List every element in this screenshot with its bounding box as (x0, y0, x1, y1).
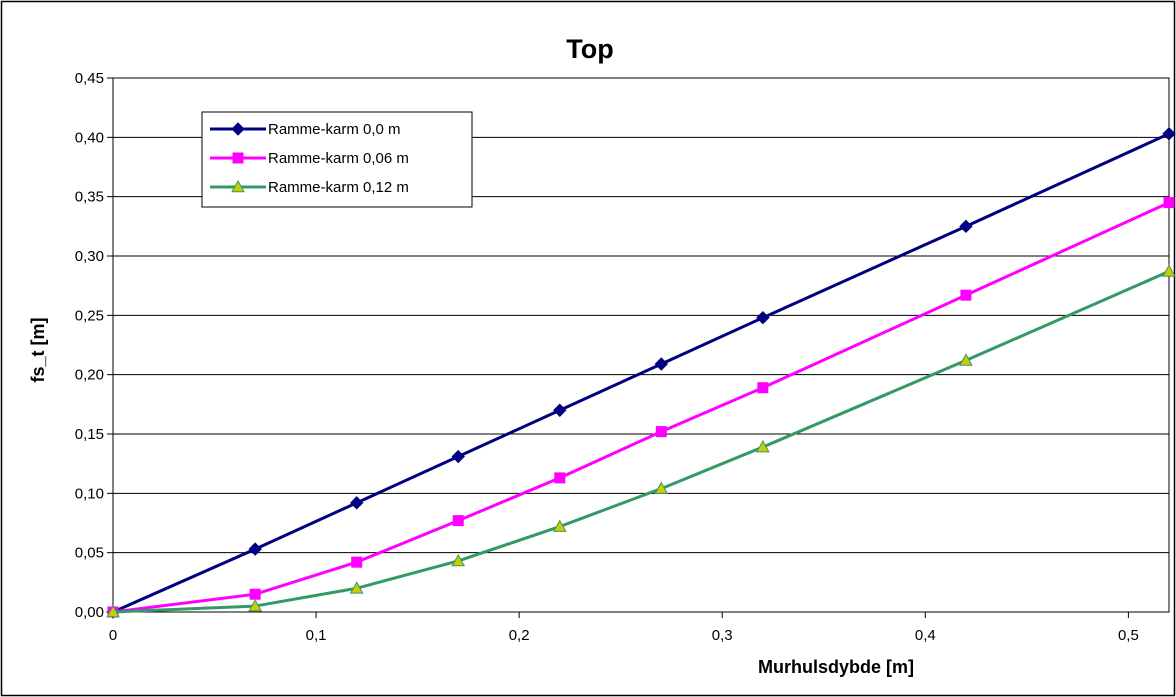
series-1 (106, 127, 1176, 619)
y-tick-label: 0,30 (75, 248, 104, 265)
data-point-triangle (451, 553, 466, 567)
data-point-square (655, 426, 667, 438)
data-point-diamond (1162, 127, 1176, 141)
y-axis: 0,00 0,05 0,10 0,15 0,20 0,25 0,30 0,35 0,40 0,45 (75, 70, 113, 621)
data-point-triangle (959, 353, 973, 366)
data-point-square (960, 289, 972, 301)
data-point-triangle (552, 519, 567, 532)
data-point-triangle (654, 481, 669, 494)
data-point-triangle (106, 604, 120, 618)
legend-label: Ramme-karm 0,06 m (268, 150, 409, 167)
x-tick-label: 0,1 (306, 627, 327, 644)
data-point-square (232, 152, 244, 164)
data-point-diamond (231, 122, 245, 136)
data-point-diamond (959, 219, 973, 234)
data-point-triangle (755, 440, 770, 453)
data-point-square (554, 472, 566, 484)
data-point-diamond (654, 357, 669, 371)
x-tick-label: 0 (109, 627, 117, 644)
chart-title: Top (566, 34, 613, 64)
plot-area (112, 77, 1170, 613)
data-point-square (757, 382, 769, 394)
y-tick-label: 0,35 (75, 189, 104, 206)
data-point-square (249, 588, 261, 600)
y-tick-label: 0,00 (75, 604, 104, 621)
y-tick-label: 0,40 (75, 129, 104, 146)
data-point-diamond (553, 403, 567, 417)
series-layer (106, 127, 1176, 619)
data-point-triangle (349, 581, 364, 594)
data-point-diamond (248, 542, 262, 556)
y-axis-title: fs_t [m] (28, 317, 48, 382)
y-tick-label: 0,10 (75, 485, 104, 502)
y-tick-label: 0,45 (75, 70, 104, 87)
data-point-square (1163, 197, 1175, 209)
x-tick-label: 0,5 (1118, 627, 1139, 644)
data-point-square (351, 556, 363, 568)
y-tick-label: 0,25 (75, 307, 104, 324)
x-axis-title: Murhulsdybde [m] (758, 657, 914, 677)
data-point-diamond (451, 449, 465, 464)
legend-label: Ramme-karm 0,12 m (268, 179, 409, 196)
x-tick-label: 0,3 (712, 627, 733, 644)
y-tick-label: 0,20 (75, 367, 104, 384)
data-point-diamond (756, 310, 770, 325)
legend-label: Ramme-karm 0,0 m (268, 121, 401, 138)
data-point-triangle (1162, 264, 1176, 277)
data-point-triangle (231, 179, 245, 193)
data-point-triangle (248, 599, 263, 612)
series-2 (107, 197, 1175, 618)
x-tick-label: 0,2 (509, 627, 530, 644)
x-tick-label: 0,4 (915, 627, 936, 644)
data-point-square (452, 515, 464, 527)
y-tick-label: 0,15 (75, 426, 104, 443)
series-3 (106, 264, 1176, 618)
legend: Ramme-karm 0,0 m Ramme-karm 0,06 m Ramme-k… (201, 111, 473, 208)
y-tick-label: 0,05 (75, 545, 104, 562)
data-point-diamond (349, 496, 364, 510)
